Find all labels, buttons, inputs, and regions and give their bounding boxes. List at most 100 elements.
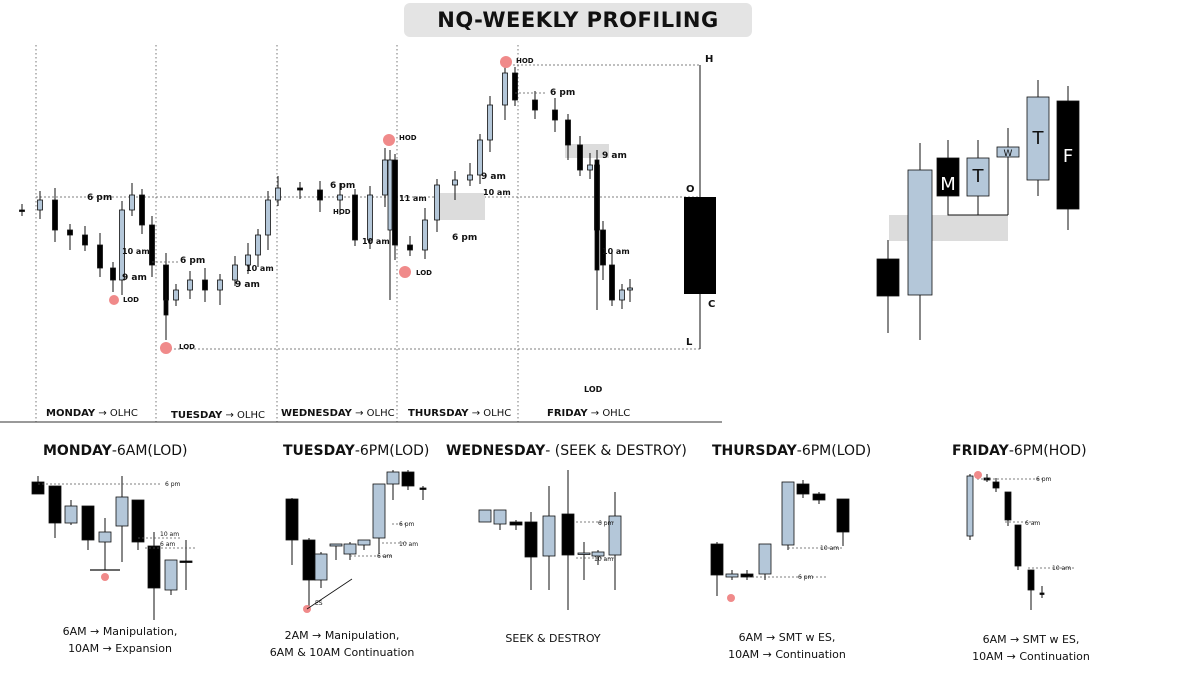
- thursday-panel-candle: [758, 543, 772, 575]
- monday-panel-candle: [48, 485, 62, 524]
- tuesday-panel-es-label: ES: [315, 600, 323, 607]
- htf-candle-w: [996, 146, 1020, 158]
- intraday-candle: [139, 194, 145, 226]
- weekly-close-label: C: [708, 299, 715, 310]
- monday-panel-candle: [64, 505, 78, 524]
- intraday-candle: [245, 254, 251, 266]
- tuesday-panel-smt-line: [306, 578, 353, 610]
- weekly-intraday-chart: LOD LOD HOD LOD HOD 6 pm 10 am 9 am 6 pm 10 am 9 a…: [0, 45, 722, 423]
- panel-title-friday: FRIDAY-6PM(HOD): [952, 443, 1087, 459]
- friday-drop-candle: [594, 159, 600, 271]
- tuesday-panel-level-label: 6 pm: [399, 521, 415, 528]
- friday-zone: [565, 144, 609, 158]
- wednesday-6pm-label: 6 pm: [330, 181, 355, 191]
- wednesday-spike-candle: [387, 159, 393, 231]
- intraday-candle: [67, 229, 73, 236]
- intraday-candle: [512, 72, 518, 101]
- weekly-candle-body: [684, 197, 716, 294]
- friday-panel-level-label: 6 pm: [1036, 476, 1052, 483]
- intraday-candle: [392, 159, 398, 246]
- intraday-candle: [467, 174, 473, 181]
- page-title: NQ-WEEKLY PROFILING: [404, 3, 752, 37]
- day-label-tuesday: TUESDAY → OLHC: [171, 410, 265, 421]
- monday-panel-candle: [81, 505, 95, 541]
- monday-panel-lod-dot: [101, 573, 109, 581]
- tuesday-panel: 6 pm 10 am 6 am ES: [285, 470, 427, 613]
- intraday-candle: [407, 244, 413, 251]
- intraday-candle: [173, 289, 179, 301]
- monday-panel-candle: [164, 559, 178, 591]
- tuesday-panel-candle: [285, 498, 299, 541]
- friday-hod-dot: [500, 56, 512, 68]
- weekly-low-label: L: [686, 337, 693, 348]
- htf-candle-t1: [966, 157, 990, 197]
- thursday-panel-candle: [740, 573, 754, 578]
- panel-title-monday: MONDAY-6AM(LOD): [43, 443, 188, 459]
- intraday-candle: [552, 109, 558, 121]
- thursday-panel-candle: [836, 498, 850, 533]
- thursday-panel-candle: [725, 573, 739, 578]
- thursday-panel-candle: [710, 543, 724, 576]
- intraday-candle: [232, 264, 238, 281]
- tuesday-lod-dot: [160, 342, 172, 354]
- intraday-candle: [297, 187, 303, 191]
- htf-label-t: T: [972, 166, 985, 187]
- intraday-candle: [609, 264, 615, 301]
- tuesday-panel-candle: [386, 471, 400, 485]
- intraday-candle: [587, 164, 593, 171]
- intraday-candle: [317, 189, 323, 201]
- day-label-friday: FRIDAY → OHLC: [547, 408, 631, 419]
- tuesday-panel-candle: [357, 539, 371, 546]
- friday-6pm-label: 6 pm: [550, 88, 575, 98]
- wednesday-panel-candle: [524, 521, 538, 558]
- wednesday-hod2-label: HOD: [333, 208, 351, 216]
- intraday-candle: [434, 184, 440, 221]
- htf-candle-prev: [876, 258, 900, 297]
- monday-lod-dot: [109, 295, 119, 305]
- friday-panel-candle: [1039, 592, 1045, 595]
- htf-candle-f: [1056, 100, 1080, 210]
- thursday-9am-label: 9 am: [481, 172, 506, 182]
- caption-friday: 6AM → SMT w ES, 10AM → Continuation: [972, 633, 1090, 663]
- panel-title-wednesday: WEDNESDAY- (SEEK & DESTROY): [446, 443, 687, 459]
- intraday-candle: [532, 99, 538, 111]
- htf-zone: [889, 215, 1008, 241]
- friday-panel-candle: [1027, 569, 1035, 591]
- wednesday-panel-candle: [608, 515, 622, 556]
- intraday-candle: [119, 209, 125, 281]
- day-label-monday: MONDAY → OLHC: [46, 408, 138, 419]
- tuesday-6pm-label: 6 pm: [180, 256, 205, 266]
- wednesday-11am-label: 11 am: [399, 194, 427, 203]
- intraday-candle: [627, 287, 633, 291]
- monday-panel: 6 pm 10 am 6 am: [31, 476, 195, 620]
- monday-10am-label: 10 am: [122, 247, 150, 256]
- thursday-10am-label: 10 am: [483, 188, 511, 197]
- thursday-panel-level-label: 10 am: [820, 545, 839, 552]
- monday-lod-label: LOD: [123, 296, 139, 304]
- thursday-panel-candle: [812, 493, 826, 501]
- tuesday-panel-level-label: 6 am: [377, 553, 392, 560]
- intraday-candle: [367, 194, 373, 241]
- wednesday-panel-level-label: 10 am: [594, 556, 613, 563]
- htf-candle-t2: [1026, 96, 1050, 181]
- tuesday-lod-candle: [163, 299, 169, 316]
- htf-label-w: W: [1004, 149, 1013, 159]
- friday-panel-candle: [992, 481, 1000, 489]
- panel-title-tuesday: TUESDAY-6PM(LOD): [283, 443, 430, 459]
- wednesday-panel-candle: [561, 513, 575, 556]
- intraday-candle: [565, 119, 571, 146]
- panel-title-thursday: THURSDAY-6PM(LOD): [712, 443, 872, 459]
- friday-panel-level-label: 10 am: [1052, 565, 1071, 572]
- intraday-candle: [337, 194, 343, 201]
- thursday-lod-label: LOD: [416, 269, 432, 277]
- thursday-6pm-label: 6 pm: [452, 233, 477, 243]
- tuesday-10am-label: 10 am: [246, 264, 274, 273]
- intraday-candle: [149, 224, 155, 266]
- wednesday-hod-label: HOD: [399, 134, 417, 142]
- friday-panel-level-label: 6 am: [1025, 520, 1040, 527]
- wednesday-panel-candle: [577, 552, 591, 555]
- wednesday-panel-candle: [542, 515, 556, 557]
- friday-panel-hod-dot: [974, 471, 982, 479]
- thursday-panel: 6 pm 10 am: [710, 480, 850, 602]
